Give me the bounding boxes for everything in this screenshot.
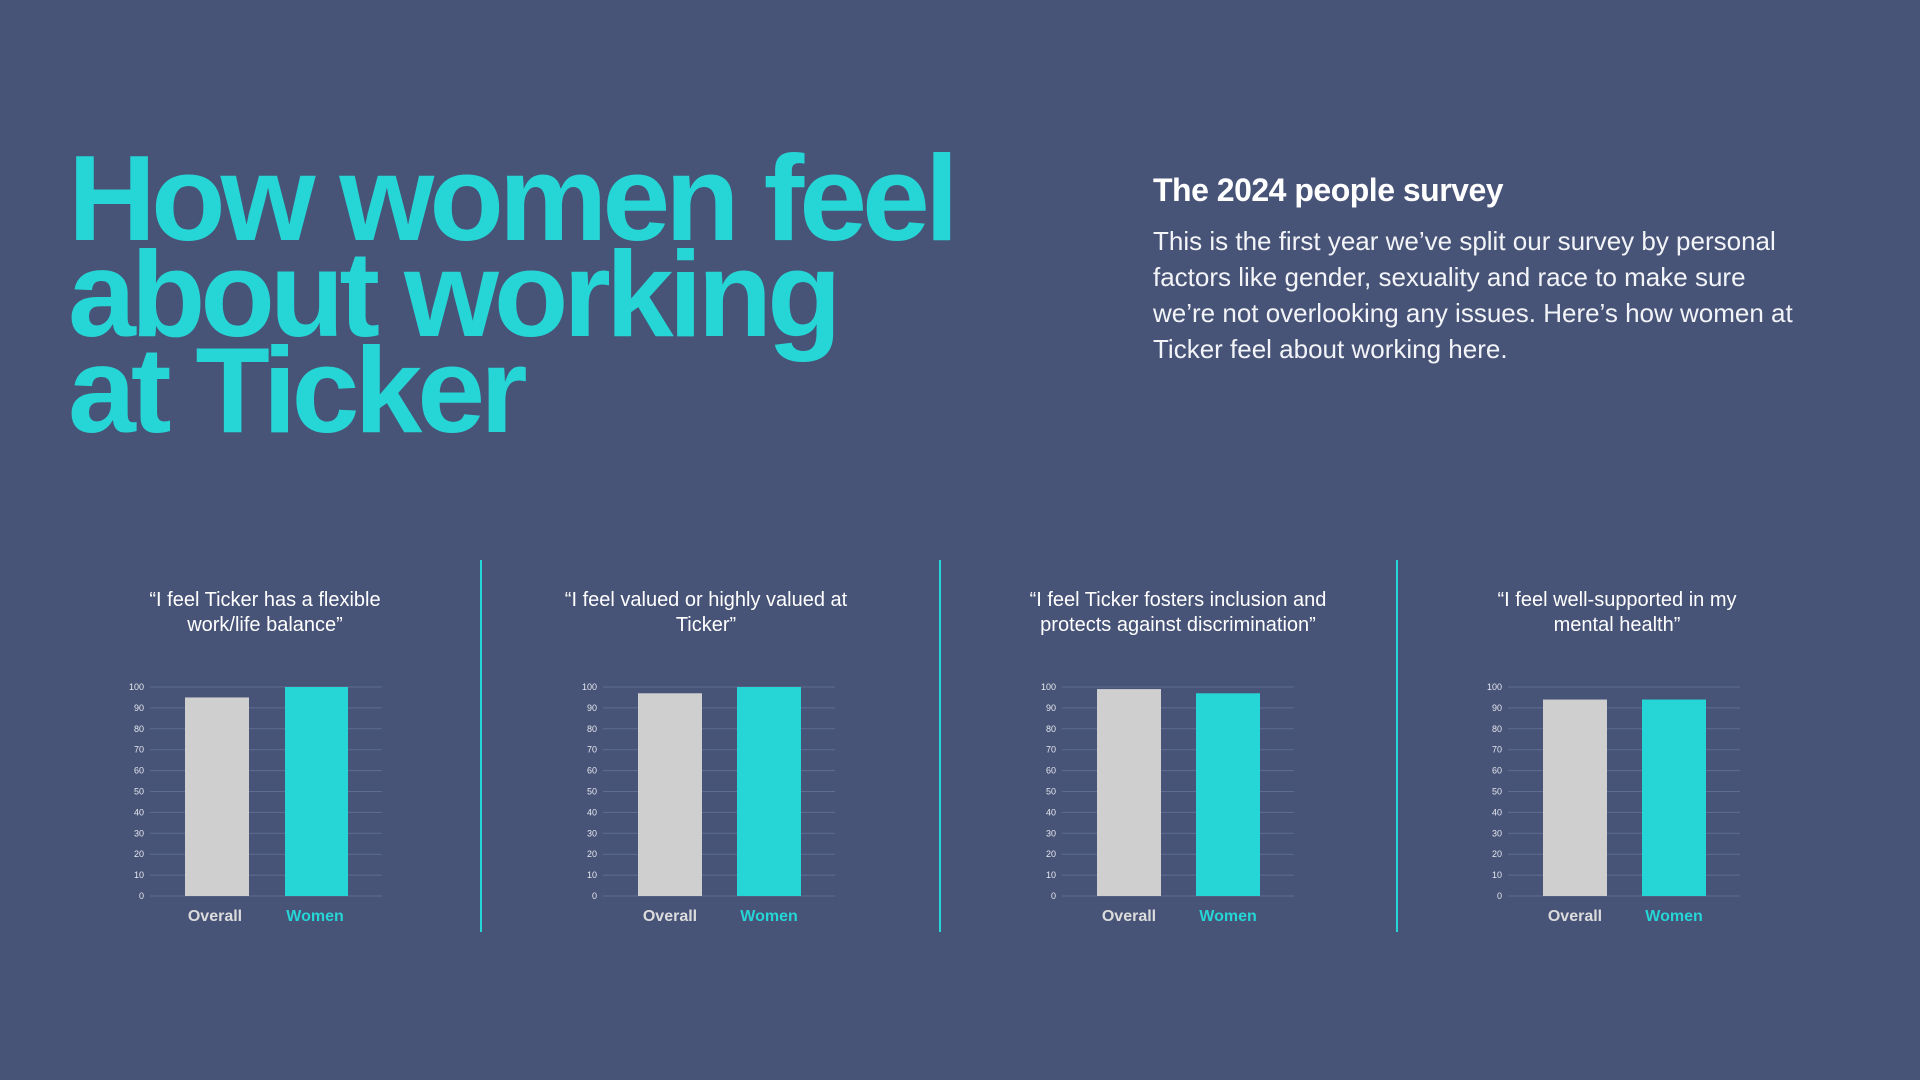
y-tick-label: 80 — [587, 724, 597, 734]
y-tick-label: 80 — [134, 724, 144, 734]
y-tick-label: 10 — [587, 870, 597, 880]
bar-chart: 0 10 20 30 40 50 60 70 80 90 100 Overall Women — [582, 682, 835, 925]
bar-overall — [1097, 689, 1161, 896]
y-tick-label: 100 — [1041, 682, 1056, 692]
chart-title: “I feel Ticker has a flexible work/life … — [100, 588, 430, 638]
y-tick-label: 100 — [582, 682, 597, 692]
charts-row: “I feel Ticker has a flexible work/life … — [0, 560, 1920, 932]
y-tick-label: 60 — [134, 766, 144, 776]
headline-line: at Ticker — [68, 322, 528, 458]
category-label: Overall — [1548, 908, 1602, 925]
bar-chart: 0 10 20 30 40 50 60 70 80 90 100 Overall Women — [1487, 682, 1740, 925]
y-tick-label: 70 — [1492, 745, 1502, 755]
y-tick-label: 30 — [1492, 828, 1502, 838]
y-tick-label: 90 — [1046, 703, 1056, 713]
y-tick-label: 0 — [1051, 891, 1056, 901]
chart-title: “I feel Ticker fosters inclusion and pro… — [1013, 588, 1343, 638]
y-tick-label: 70 — [134, 745, 144, 755]
chart-panel: “I feel Ticker has a flexible work/life … — [100, 560, 430, 932]
category-label: Women — [1199, 908, 1256, 925]
category-label: Women — [1645, 908, 1702, 925]
bar-overall — [185, 697, 249, 896]
chart-title-line: “I feel Ticker fosters inclusion and — [1029, 589, 1327, 611]
bar-women — [737, 687, 801, 896]
y-tick-label: 40 — [587, 807, 597, 817]
category-label: Women — [740, 908, 797, 925]
category-label: Overall — [643, 908, 697, 925]
chart-title-line: “I feel valued or highly valued at — [564, 589, 848, 611]
y-tick-label: 90 — [134, 703, 144, 713]
y-axis-ticks: 0 10 20 30 40 50 60 70 80 90 100 — [1041, 682, 1056, 901]
y-tick-label: 40 — [1492, 807, 1502, 817]
y-tick-label: 70 — [1046, 745, 1056, 755]
bar-overall — [1543, 699, 1607, 896]
headline-line: about working — [68, 226, 842, 362]
y-tick-label: 10 — [134, 870, 144, 880]
y-tick-label: 20 — [134, 849, 144, 859]
chart-title-line: “I feel Ticker has a flexible — [149, 589, 381, 611]
y-tick-label: 40 — [134, 807, 144, 817]
bar-women — [285, 687, 348, 896]
y-tick-label: 90 — [1492, 703, 1502, 713]
y-tick-label: 0 — [139, 891, 144, 901]
chart-divider — [480, 560, 482, 932]
survey-title: The 2024 people survey — [1153, 172, 1504, 208]
y-tick-label: 90 — [587, 703, 597, 713]
y-tick-label: 80 — [1046, 724, 1056, 734]
y-tick-label: 100 — [129, 682, 144, 692]
y-tick-label: 10 — [1046, 870, 1056, 880]
y-tick-label: 60 — [587, 766, 597, 776]
bar-women — [1196, 693, 1260, 896]
survey-description: This is the first year we’ve split our s… — [1153, 226, 1793, 364]
chart-divider — [939, 560, 941, 932]
chart-title-line: work/life balance” — [187, 614, 343, 636]
y-tick-label: 20 — [587, 849, 597, 859]
y-tick-label: 40 — [1046, 807, 1056, 817]
y-axis-ticks: 0 10 20 30 40 50 60 70 80 90 100 — [582, 682, 597, 901]
y-tick-label: 0 — [592, 891, 597, 901]
y-tick-label: 70 — [587, 745, 597, 755]
page-headline: How women feel about working at Ticker — [68, 130, 1028, 458]
chart-title: “I feel valued or highly valued at Ticke… — [556, 588, 856, 638]
y-tick-label: 50 — [1492, 787, 1502, 797]
bar-overall — [638, 693, 702, 896]
y-tick-label: 30 — [587, 828, 597, 838]
headline-line: How women feel — [68, 130, 959, 266]
y-axis-ticks: 0 10 20 30 40 50 60 70 80 90 100 — [129, 682, 144, 901]
chart-divider — [1396, 560, 1398, 932]
chart-panel: “I feel valued or highly valued at Ticke… — [556, 560, 856, 932]
survey-intro: The 2024 people survey This is the first… — [1153, 172, 1813, 367]
y-tick-label: 100 — [1487, 682, 1502, 692]
y-tick-label: 50 — [1046, 787, 1056, 797]
y-axis-ticks: 0 10 20 30 40 50 60 70 80 90 100 — [1487, 682, 1502, 901]
y-tick-label: 60 — [1046, 766, 1056, 776]
category-label: Women — [286, 908, 343, 925]
y-tick-label: 30 — [134, 828, 144, 838]
chart-title-line: protects against discrimination” — [1040, 614, 1316, 636]
y-tick-label: 80 — [1492, 724, 1502, 734]
y-tick-label: 20 — [1492, 849, 1502, 859]
chart-title: “I feel well-supported in my mental heal… — [1462, 588, 1772, 638]
bar-chart: 0 10 20 30 40 50 60 70 80 90 100 Overall Women — [1041, 682, 1294, 925]
chart-title-line: Ticker” — [675, 614, 737, 636]
chart-title-line: “I feel well-supported in my — [1497, 589, 1737, 611]
y-tick-label: 30 — [1046, 828, 1056, 838]
chart-title-line: mental health” — [1553, 614, 1681, 636]
chart-panel: “I feel well-supported in my mental heal… — [1462, 560, 1772, 932]
bar-chart: 0 10 20 30 40 50 60 70 80 90 100 Overall Women — [129, 682, 382, 925]
y-tick-label: 20 — [1046, 849, 1056, 859]
chart-panel: “I feel Ticker fosters inclusion and pro… — [1013, 560, 1343, 932]
y-tick-label: 60 — [1492, 766, 1502, 776]
y-tick-label: 10 — [1492, 870, 1502, 880]
y-tick-label: 50 — [134, 787, 144, 797]
y-tick-label: 50 — [587, 787, 597, 797]
category-label: Overall — [1102, 908, 1156, 925]
bar-women — [1642, 699, 1706, 896]
category-label: Overall — [188, 908, 242, 925]
y-tick-label: 0 — [1497, 891, 1502, 901]
